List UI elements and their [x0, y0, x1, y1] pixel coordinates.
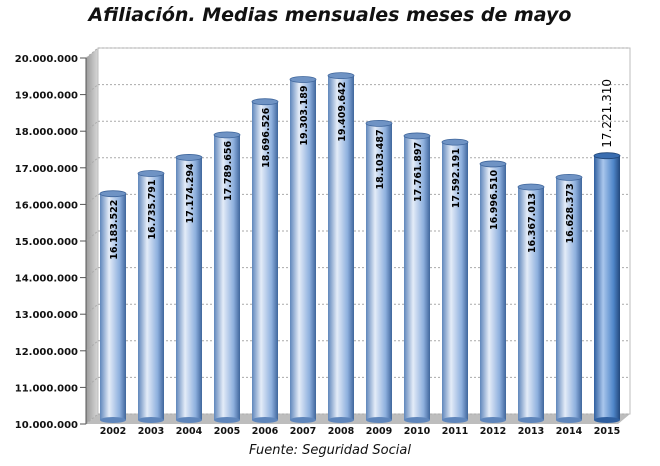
gridline-side — [85, 267, 99, 278]
gridline-side — [85, 84, 99, 95]
data-label: 18.103.487 — [375, 129, 386, 189]
x-tick-label: 2003 — [138, 426, 164, 437]
y-tick-label: 17.000.000 — [15, 164, 78, 175]
bar-base — [328, 417, 354, 423]
y-tick-label: 18.000.000 — [15, 127, 78, 138]
bar-top — [517, 183, 545, 191]
y-tick-label: 16.000.000 — [15, 200, 78, 211]
data-label: 17.761.897 — [413, 142, 424, 202]
x-tick-label: 2009 — [366, 426, 392, 437]
bar-base — [404, 417, 430, 423]
gridline-side — [85, 194, 99, 205]
gridline-side — [85, 413, 99, 425]
bar-base — [138, 417, 164, 423]
bar-top — [327, 72, 355, 80]
bar — [214, 134, 240, 420]
x-tick-label: 2014 — [556, 426, 583, 437]
gridline-side — [85, 47, 99, 59]
data-label: 18.696.526 — [261, 107, 272, 167]
gridline-side — [85, 120, 99, 132]
x-tick-label: 2015 — [594, 426, 620, 437]
bar-top — [213, 131, 241, 139]
bar-base — [214, 417, 240, 423]
data-label: 17.789.656 — [223, 141, 234, 201]
x-tick-label: 2004 — [176, 426, 203, 437]
bar-top — [555, 174, 583, 181]
y-tick-label: 12.000.000 — [15, 347, 78, 358]
side-wall — [86, 48, 98, 424]
bar-top — [593, 152, 621, 160]
bar-base — [594, 417, 620, 423]
gridline-side — [85, 230, 99, 242]
y-tick-label: 13.000.000 — [15, 310, 78, 321]
bar-base — [176, 417, 202, 423]
bar — [518, 186, 544, 420]
bar-top — [175, 154, 203, 161]
data-label: 16.367.013 — [527, 193, 538, 253]
bar-top — [99, 190, 127, 198]
chart-title: Afiliación. Medias mensuales meses de ma… — [88, 4, 572, 26]
data-label: 16.735.791 — [147, 179, 158, 239]
data-label: 17.221.310 — [600, 79, 614, 148]
data-label: 16.628.373 — [565, 183, 576, 243]
x-tick-label: 2013 — [518, 426, 544, 437]
bar — [594, 155, 620, 420]
bar-base — [442, 417, 468, 423]
bar-top — [137, 170, 165, 177]
bar — [176, 157, 202, 420]
y-tick-label: 10.000.000 — [15, 420, 78, 431]
data-label: 16.996.510 — [489, 170, 500, 230]
x-tick-label: 2011 — [442, 426, 468, 437]
gridline-side — [85, 377, 99, 388]
x-tick-label: 2008 — [328, 426, 355, 437]
bar — [404, 135, 430, 421]
bar-base — [100, 417, 126, 423]
bar — [328, 75, 354, 420]
x-tick-label: 2005 — [214, 426, 240, 437]
data-label: 19.409.642 — [337, 82, 348, 142]
gridline-side — [85, 157, 99, 169]
bar — [138, 173, 164, 420]
y-tick-label: 14.000.000 — [15, 274, 78, 285]
x-tick-label: 2007 — [290, 426, 316, 437]
x-tick-label: 2010 — [404, 426, 431, 437]
bar-top — [403, 132, 431, 140]
data-label: 17.592.191 — [451, 148, 462, 208]
y-tick-label: 19.000.000 — [15, 91, 78, 102]
bar-base — [518, 417, 544, 423]
bar-top — [289, 76, 317, 83]
data-label: 17.174.294 — [185, 163, 196, 223]
gridline-side — [85, 303, 99, 315]
bar — [366, 123, 392, 420]
y-tick-label: 15.000.000 — [15, 237, 78, 248]
y-tick-label: 20.000.000 — [15, 54, 78, 65]
data-label: 16.183.522 — [109, 200, 120, 260]
bar — [480, 163, 506, 420]
bar — [252, 101, 278, 420]
bar — [100, 193, 126, 420]
floor — [86, 414, 630, 424]
x-tick-label: 2002 — [100, 426, 126, 437]
chart-source: Fuente: Seguridad Social — [249, 443, 411, 458]
bar-base — [290, 417, 316, 423]
bar-base — [480, 417, 506, 423]
bar-top — [365, 120, 393, 127]
bar-base — [252, 417, 278, 423]
bar-base — [366, 417, 392, 423]
bar — [290, 79, 316, 420]
gridline-side — [85, 340, 99, 352]
data-label: 19.303.189 — [299, 86, 310, 146]
bar-top — [441, 138, 469, 146]
y-tick-label: 11.000.000 — [15, 383, 78, 394]
bar — [556, 177, 582, 420]
bar-top — [251, 98, 279, 106]
bar-top — [479, 160, 507, 168]
bar — [442, 142, 468, 421]
x-tick-label: 2006 — [252, 426, 279, 437]
x-tick-label: 2012 — [480, 426, 506, 437]
bar-base — [556, 417, 582, 423]
